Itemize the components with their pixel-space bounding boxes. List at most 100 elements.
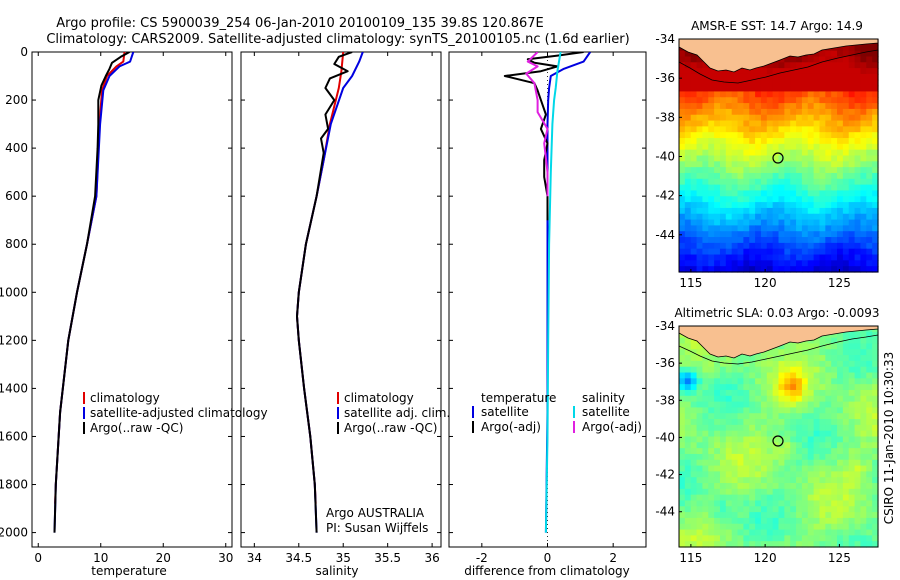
heatmap-cell (684, 85, 692, 93)
heatmap-cell (807, 114, 815, 122)
heatmap-cell (825, 190, 832, 197)
heatmap-cell (837, 68, 844, 75)
heatmap-cell (796, 242, 803, 250)
heatmap-cell (848, 471, 856, 478)
heatmap-cell (690, 103, 698, 110)
heatmap-cell (837, 114, 844, 122)
heatmap-cell (819, 541, 826, 548)
heatmap-cell (813, 360, 821, 368)
heatmap-cell (784, 372, 791, 379)
heatmap-cell (819, 266, 826, 273)
heatmap-cell (860, 535, 867, 542)
heatmap-cell (813, 512, 821, 519)
heatmap-cell (813, 453, 821, 461)
heatmap-cell (801, 167, 809, 174)
series-line-argo-raw-qc- (296, 52, 353, 533)
heatmap-cell (796, 523, 803, 531)
heatmap-cell (778, 79, 785, 87)
heatmap-cell (755, 120, 762, 127)
map-x-tick-label: 115 (679, 551, 702, 565)
heatmap-cell (679, 103, 686, 110)
heatmap-cell (749, 97, 756, 104)
heatmap-cell (872, 419, 879, 426)
heatmap-cell (790, 407, 797, 414)
heatmap-cell (796, 424, 803, 432)
heatmap-cell (690, 62, 698, 69)
heatmap-cell (696, 108, 704, 116)
heatmap-cell (784, 161, 791, 168)
heatmap-cell (714, 395, 721, 403)
heatmap-cell (866, 213, 873, 221)
heatmap-cell (837, 167, 844, 174)
heatmap-cell (766, 242, 774, 250)
heatmap-cell (731, 419, 739, 426)
heatmap-cell (866, 401, 873, 409)
heatmap-cell (755, 407, 762, 414)
x-tick-label: 34.5 (285, 551, 312, 565)
heatmap-cell (760, 114, 768, 122)
heatmap-cell (719, 178, 727, 186)
heatmap-cell (854, 114, 862, 122)
heatmap-cell (837, 337, 844, 345)
heatmap-cell (819, 213, 826, 221)
heatmap-cell (790, 266, 797, 273)
heatmap-cell (842, 114, 850, 122)
heatmap-cell (860, 196, 867, 203)
heatmap-cell (679, 242, 686, 250)
heatmap-cell (778, 132, 785, 139)
heatmap-cell (837, 213, 844, 221)
heatmap-cell (860, 372, 867, 379)
heatmap-cell (679, 143, 686, 151)
heatmap-cell (813, 372, 821, 379)
heatmap-cell (766, 413, 774, 420)
heatmap-cell (731, 196, 739, 203)
heatmap-cell (848, 529, 856, 536)
heatmap-cell (743, 172, 750, 180)
heatmap-cell (766, 68, 774, 75)
heatmap-cell (854, 512, 862, 519)
heatmap-cell (796, 132, 803, 139)
heatmap-cell (807, 248, 815, 256)
heatmap-cell (813, 378, 821, 385)
heatmap-cell (708, 523, 715, 531)
heatmap-cell (848, 184, 856, 192)
heatmap-cell (743, 372, 750, 379)
heatmap-cell (872, 213, 879, 221)
heatmap-cell (684, 196, 692, 203)
heatmap-cell (755, 488, 762, 496)
heatmap-cell (807, 184, 815, 192)
heatmap-cell (725, 172, 733, 180)
heatmap-cell (690, 483, 698, 490)
sla-map-frame (678, 325, 879, 548)
heatmap-cell (690, 395, 698, 403)
heatmap-cell (714, 190, 721, 197)
heatmap-cell (725, 384, 733, 391)
heatmap-cell (755, 184, 762, 192)
heatmap-cell (702, 68, 709, 75)
salinity-legend: climatology satellite adj. clim. Argo(..… (337, 391, 450, 435)
heatmap-cell (684, 161, 692, 168)
heatmap-cell (813, 401, 821, 409)
heatmap-cell (725, 266, 733, 273)
heatmap-cell (796, 114, 803, 122)
heatmap-cell (796, 126, 803, 133)
heatmap-cell (725, 85, 733, 93)
heatmap-cell (778, 260, 785, 267)
heatmap-cell (755, 237, 762, 244)
heatmap-cell (866, 483, 873, 490)
heatmap-cell (807, 103, 815, 110)
heatmap-cell (714, 360, 721, 368)
heatmap-cell (872, 202, 879, 209)
heatmap-cell (842, 132, 850, 139)
sla-map-panel: Altimetric SLA: 0.03 Argo: -0.0093 115 12… (655, 306, 879, 565)
heatmap-cell (848, 401, 856, 409)
heatmap-cell (825, 108, 832, 116)
heatmap-cell (731, 91, 739, 98)
heatmap-cell (807, 424, 815, 432)
heatmap-cell (696, 512, 704, 519)
heatmap-cell (801, 407, 809, 414)
heatmap-cell (690, 413, 698, 420)
heatmap-cell (702, 79, 709, 87)
heatmap-cell (807, 126, 815, 133)
heatmap-cell (778, 430, 785, 438)
